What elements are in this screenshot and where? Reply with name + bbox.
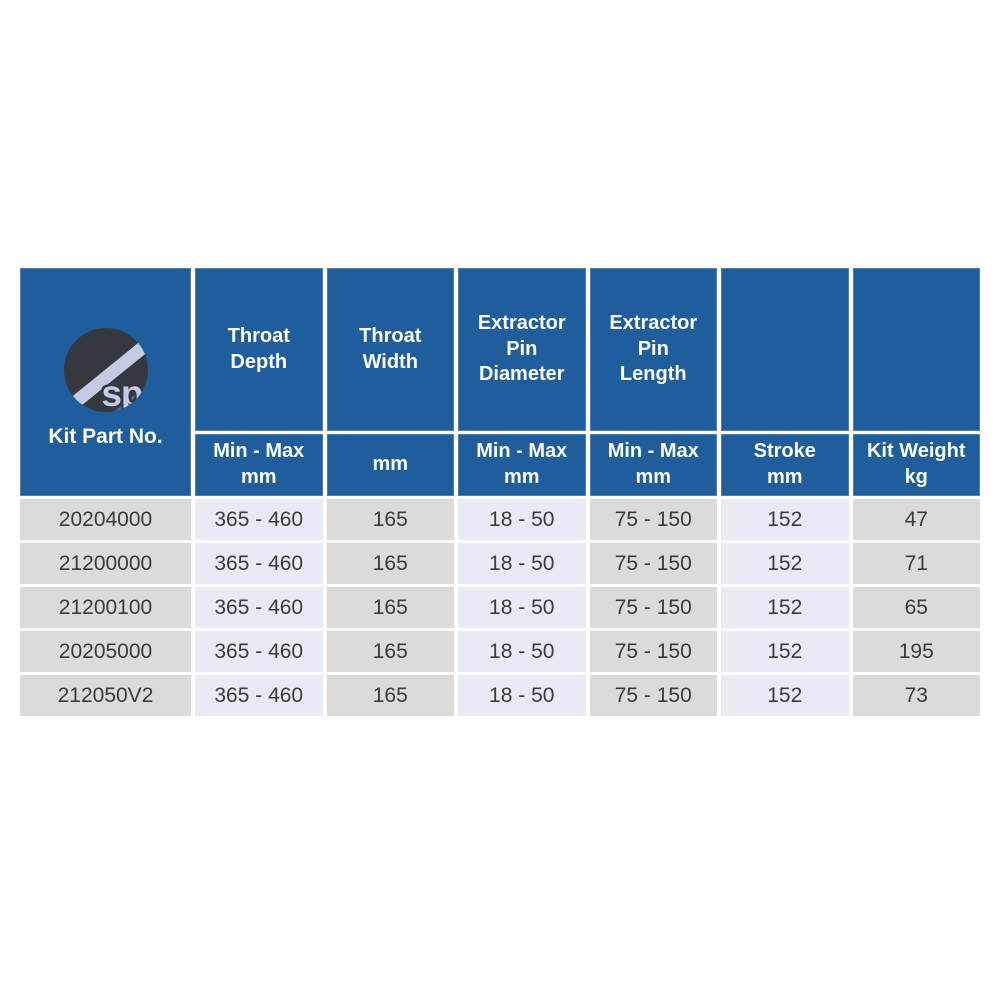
pin-diameter-cell: 18 - 50 (458, 543, 586, 584)
subheader-pin-diameter-units: Min - Max mm (458, 434, 586, 496)
stroke-cell: 152 (721, 587, 849, 628)
pin-diameter-cell: 18 - 50 (458, 499, 586, 540)
kit-weight-cell: 47 (852, 499, 980, 540)
kit-part-no-header-cell: sp Kit Part No. (20, 268, 191, 496)
subheader-throat-width-units: mm (326, 434, 454, 496)
kit-weight-cell: 71 (852, 543, 980, 584)
subheader-stroke-units: Stroke mm (721, 434, 849, 496)
header-kit-weight-blank (852, 268, 980, 431)
part-no-cell: 212050V2 (20, 675, 191, 716)
header-throat-width: Throat Width (326, 268, 454, 431)
header-extractor-pin-length: Extractor Pin Length (589, 268, 717, 431)
kit-weight-cell: 65 (852, 587, 980, 628)
sp-logo-text: sp (101, 373, 143, 412)
stroke-cell: 152 (721, 675, 849, 716)
pin-length-cell: 75 - 150 (589, 543, 717, 584)
throat-width-cell: 165 (326, 631, 454, 672)
kit-part-no-label: Kit Part No. (48, 424, 163, 448)
part-no-cell: 21200000 (20, 543, 191, 584)
spec-table: sp Kit Part No. Throat Depth Throat Widt… (20, 268, 980, 716)
throat-depth-cell: 365 - 460 (195, 543, 323, 584)
subheader-pin-length-units: Min - Max mm (589, 434, 717, 496)
pin-diameter-cell: 18 - 50 (458, 587, 586, 628)
throat-depth-cell: 365 - 460 (195, 499, 323, 540)
pin-diameter-cell: 18 - 50 (458, 631, 586, 672)
pin-length-cell: 75 - 150 (589, 631, 717, 672)
header-stroke-blank (721, 268, 849, 431)
throat-depth-cell: 365 - 460 (195, 587, 323, 628)
stroke-cell: 152 (721, 499, 849, 540)
throat-depth-cell: 365 - 460 (195, 675, 323, 716)
pin-diameter-cell: 18 - 50 (458, 675, 586, 716)
part-no-cell: 21200100 (20, 587, 191, 628)
pin-length-cell: 75 - 150 (589, 587, 717, 628)
subheader-kit-weight-units: Kit Weight kg (852, 434, 980, 496)
sp-brand-logo-icon: sp (63, 327, 148, 412)
pin-length-cell: 75 - 150 (589, 675, 717, 716)
pin-length-cell: 75 - 150 (589, 499, 717, 540)
header-throat-depth: Throat Depth (195, 268, 323, 431)
stroke-cell: 152 (721, 631, 849, 672)
throat-width-cell: 165 (326, 587, 454, 628)
header-extractor-pin-diameter: Extractor Pin Diameter (458, 268, 586, 431)
throat-width-cell: 165 (326, 543, 454, 584)
part-no-cell: 20204000 (20, 499, 191, 540)
throat-depth-cell: 365 - 460 (195, 631, 323, 672)
stroke-cell: 152 (721, 543, 849, 584)
throat-width-cell: 165 (326, 499, 454, 540)
subheader-throat-depth-units: Min - Max mm (195, 434, 323, 496)
throat-width-cell: 165 (326, 675, 454, 716)
kit-weight-cell: 73 (852, 675, 980, 716)
part-no-cell: 20205000 (20, 631, 191, 672)
kit-weight-cell: 195 (852, 631, 980, 672)
